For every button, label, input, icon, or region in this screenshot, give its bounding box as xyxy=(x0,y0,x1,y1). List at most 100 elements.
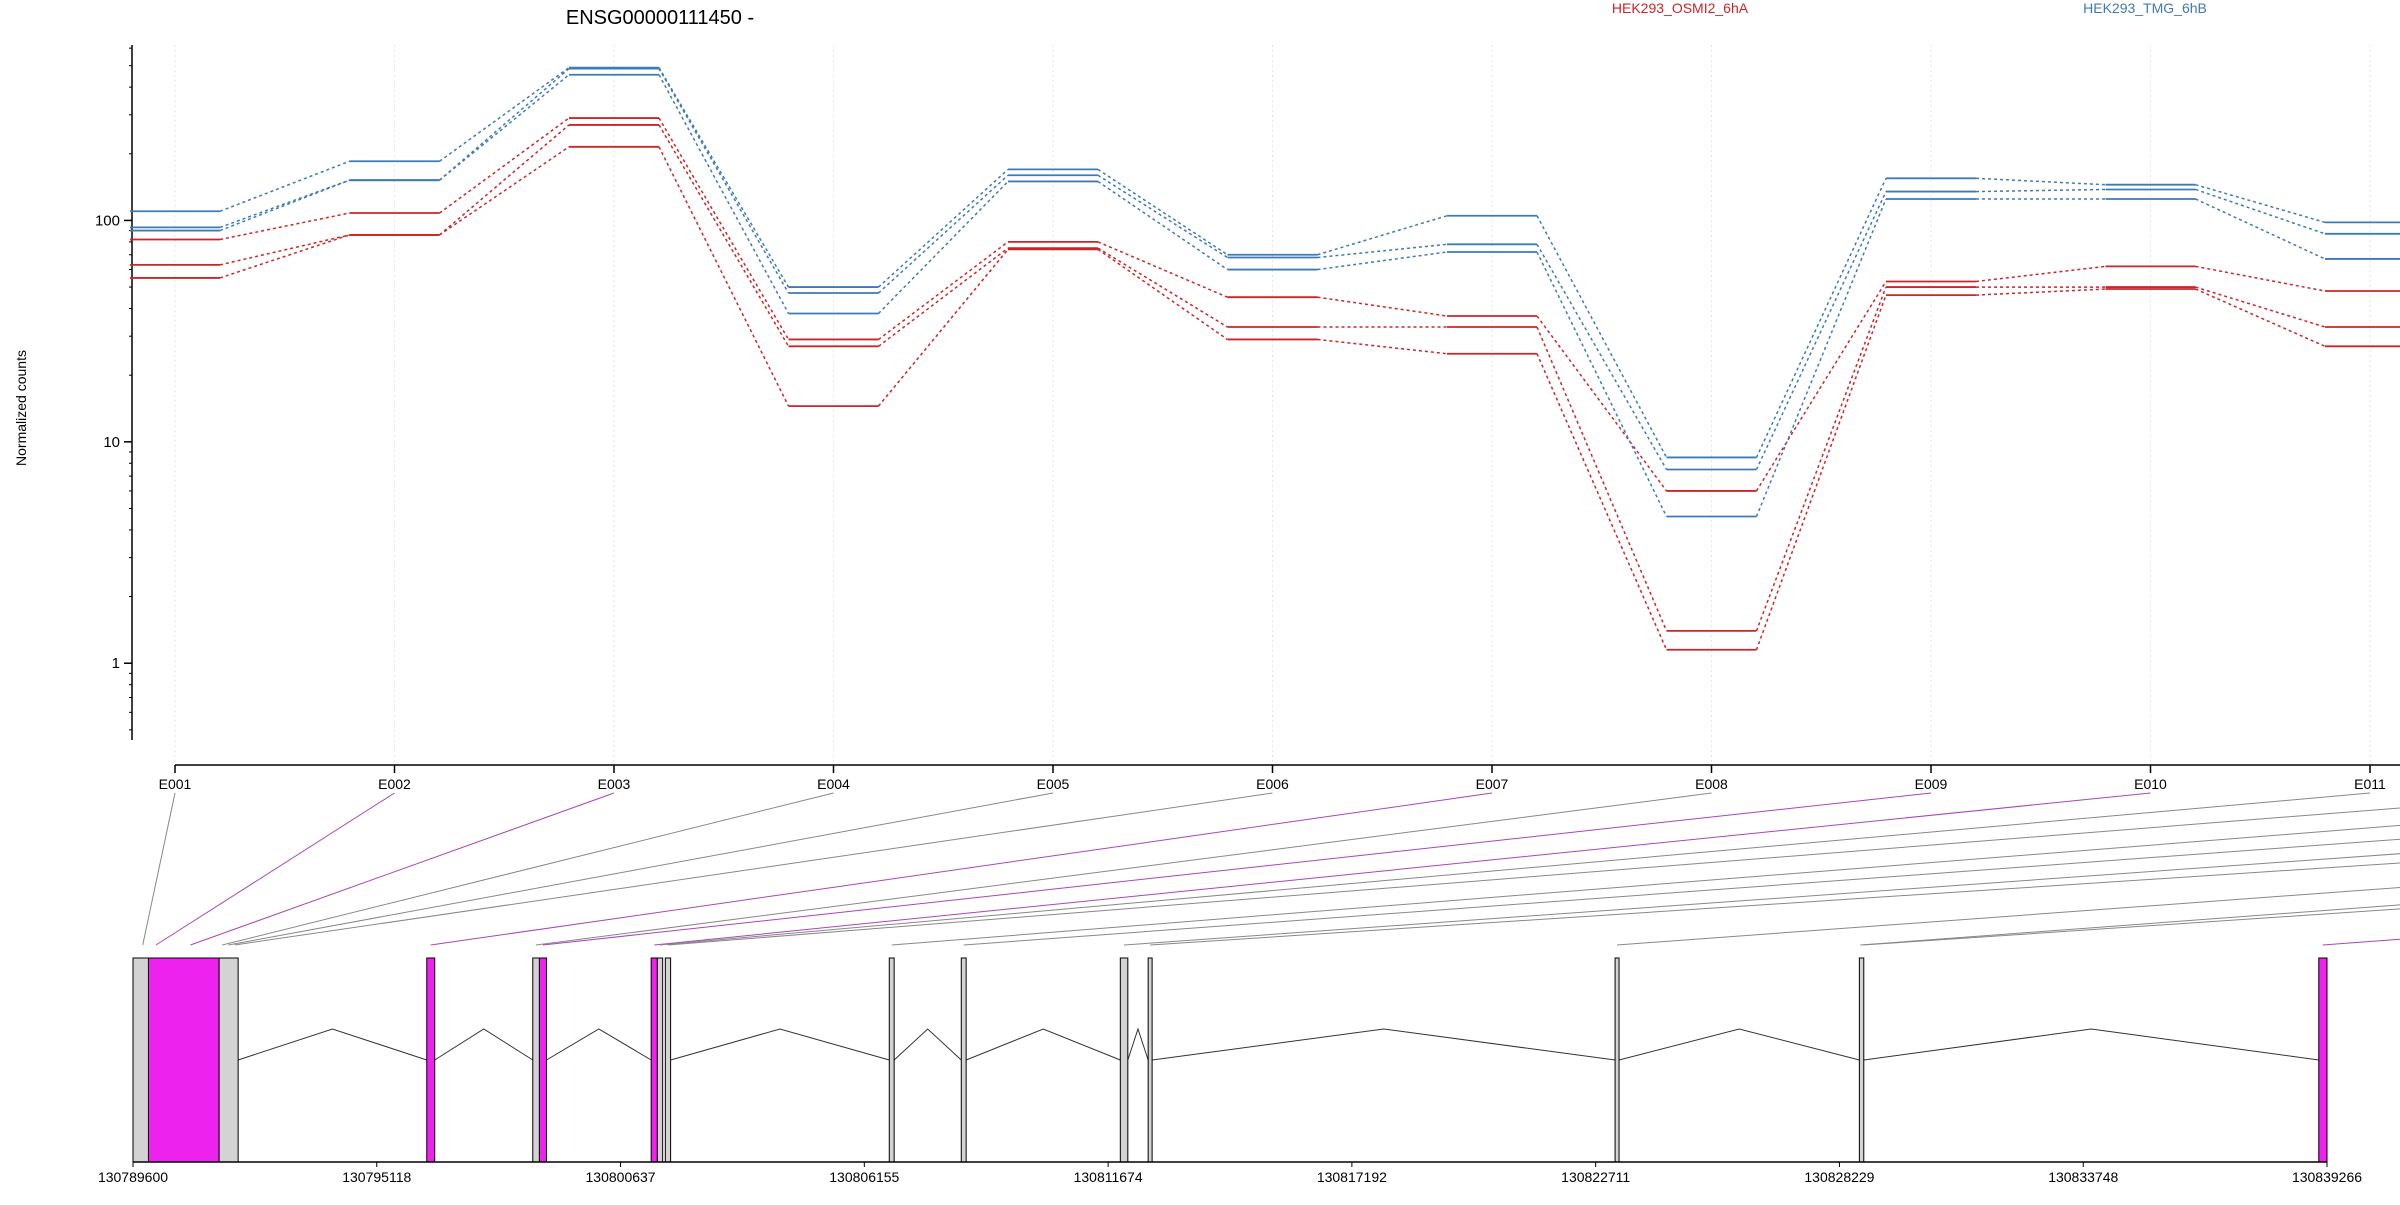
genomic-tick-label: 130828229 xyxy=(1804,1169,1874,1185)
exon-block xyxy=(888,957,895,1163)
series-connector xyxy=(1755,191,1887,470)
series-HEK293_TMG_6hB xyxy=(130,66,2400,459)
series-connector xyxy=(658,124,790,347)
series-connector xyxy=(1755,294,1887,651)
x-tick-label: E007 xyxy=(1476,776,1509,792)
series-connector xyxy=(439,67,570,162)
genomic-tick-label: 130800637 xyxy=(586,1169,656,1185)
series-connector xyxy=(1755,198,1887,517)
intron-line xyxy=(1863,1028,2319,1061)
series-connector xyxy=(1755,286,1887,632)
exon-link-E007 xyxy=(430,792,1493,946)
series-HEK293_OSMI2_6hA xyxy=(130,117,2400,492)
exon-block xyxy=(1858,957,1865,1163)
series-connector xyxy=(658,117,790,340)
series-connector xyxy=(219,234,350,279)
exon-block xyxy=(532,957,540,1163)
x-tick-label: E011 xyxy=(2354,776,2386,792)
intron-line xyxy=(670,1028,890,1061)
series-connector xyxy=(1317,338,1448,355)
exon-link-E004 xyxy=(222,792,834,946)
exon-block xyxy=(1119,957,1129,1163)
x-tick-label: E008 xyxy=(1695,776,1728,792)
legend-label-osmi2: HEK293_OSMI2_6hA xyxy=(1612,0,1749,16)
exon-link-E002 xyxy=(155,792,395,946)
series-connector xyxy=(2195,188,2326,235)
genomic-tick-label: 130806155 xyxy=(829,1169,899,1185)
series-connector xyxy=(1536,243,1668,470)
genomic-axis: 130789600 130795118 130800637 130806155 1308… xyxy=(98,1161,2362,1185)
exon-link-E008 xyxy=(535,792,1712,946)
series-connector xyxy=(1755,177,1887,458)
genomic-tick-label: 130839266 xyxy=(2292,1169,2362,1185)
series-connector xyxy=(219,160,350,212)
exon-link-E012 xyxy=(667,807,2400,946)
series-connector xyxy=(2195,198,2326,260)
series-connector xyxy=(439,68,570,181)
series-HEK293_OSMI2_6hA xyxy=(130,145,2400,651)
genomic-tick-label: 130822711 xyxy=(1561,1169,1630,1185)
exon-block xyxy=(538,957,547,1163)
x-tick-label: E004 xyxy=(817,776,850,792)
exon-link-E010 xyxy=(654,792,2151,946)
x-tick-label: E002 xyxy=(378,776,411,792)
genomic-tick-label: 130817192 xyxy=(1317,1169,1387,1185)
x-tick-label: E009 xyxy=(1915,776,1948,792)
x-tick-label: E010 xyxy=(2134,776,2167,792)
series-connector xyxy=(1097,241,1228,298)
series-connector xyxy=(1975,177,2106,186)
series-lines xyxy=(130,66,2400,651)
series-connector xyxy=(1536,251,1668,517)
exon-axis: E001 E002 E003 E004 E005 E006 E007 E008 E009 E010… xyxy=(159,764,2400,792)
intron-line xyxy=(546,1028,652,1061)
intron-line xyxy=(237,1028,427,1061)
series-connector xyxy=(1317,243,1448,259)
intron-line xyxy=(1618,1028,1860,1061)
exon-link-E006 xyxy=(234,792,1273,946)
exon-link-E018 xyxy=(1860,904,2400,946)
y-axis-label: Normalized counts xyxy=(13,350,29,466)
exon-block xyxy=(656,957,664,1163)
genomic-tick-label: 130811674 xyxy=(1074,1169,1143,1185)
exon-block xyxy=(2318,957,2328,1163)
series-connector xyxy=(219,234,350,266)
grid-lines xyxy=(174,45,2371,765)
series-HEK293_TMG_6hB xyxy=(130,67,2400,471)
series-connector xyxy=(439,124,570,236)
exon-link-E015 xyxy=(1124,853,2400,946)
intron-line xyxy=(965,1028,1121,1061)
exon-link-E013 xyxy=(891,824,2400,946)
series-connector xyxy=(1536,326,1668,632)
exon-block xyxy=(132,957,149,1163)
exon-block xyxy=(147,957,220,1163)
genomic-tick-label: 130833748 xyxy=(2048,1169,2118,1185)
series-connector xyxy=(2195,288,2326,348)
exon-block xyxy=(1614,957,1620,1163)
series-connector xyxy=(439,146,570,236)
series-connector xyxy=(219,212,350,241)
series-connector xyxy=(658,67,790,288)
series-HEK293_OSMI2_6hA xyxy=(130,124,2400,632)
y-tick-label: 100 xyxy=(95,212,120,229)
exon-block xyxy=(650,957,658,1163)
exon-link-E005 xyxy=(228,792,1054,946)
series-connector xyxy=(877,174,1009,294)
x-tick-label: E001 xyxy=(159,776,192,792)
exon-link-E017 xyxy=(1617,887,2400,946)
intron-line xyxy=(1152,1028,1616,1061)
series-connector xyxy=(1317,296,1448,317)
series-connector xyxy=(658,146,790,407)
series-HEK293_TMG_6hB xyxy=(130,73,2400,518)
exon-block xyxy=(1147,957,1153,1163)
exon-link-E001 xyxy=(142,792,176,946)
series-connector xyxy=(1097,247,1228,328)
exon-block xyxy=(218,957,239,1163)
series-connector xyxy=(1536,215,1668,458)
intron-line xyxy=(1127,1027,1149,1061)
genomic-tick-label: 130789600 xyxy=(98,1169,168,1185)
series-connector xyxy=(1097,168,1228,256)
x-tick-label: E005 xyxy=(1037,776,1070,792)
exon-block xyxy=(426,957,436,1163)
